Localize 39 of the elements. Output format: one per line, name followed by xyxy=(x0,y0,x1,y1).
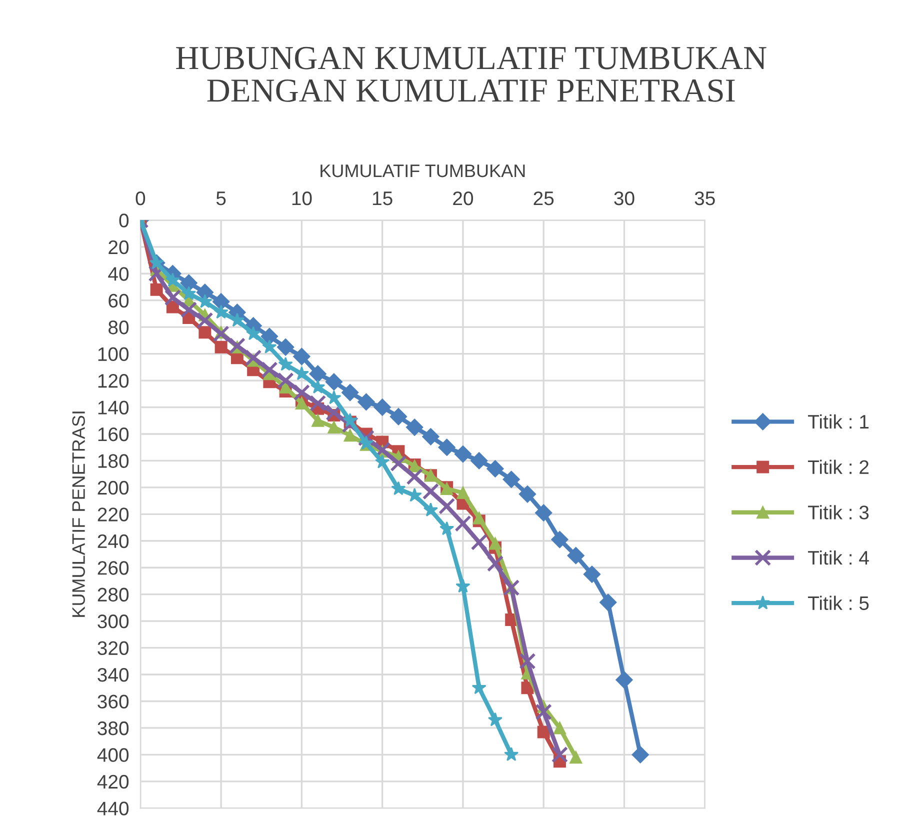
x-tick-label: 0 xyxy=(136,191,146,206)
x-tick-label: 10 xyxy=(292,191,312,206)
y-tick-label: 260 xyxy=(98,561,129,575)
legend-label: Titik : 5 xyxy=(808,596,869,610)
legend-label: Titik : 3 xyxy=(808,505,869,520)
y-tick-label: 380 xyxy=(98,721,129,736)
x-tick-label: 5 xyxy=(216,192,226,206)
y-tick-label: 80 xyxy=(108,320,129,334)
y-tick-label: 100 xyxy=(98,347,129,362)
legend-label: Titik : 4 xyxy=(808,550,869,565)
x-axis-title: KUMULATIF TUMBUKAN xyxy=(320,164,525,178)
y-tick-label: 0 xyxy=(119,214,129,228)
legend-label: Titik : 2 xyxy=(808,460,869,474)
y-tick-label: 420 xyxy=(97,774,129,789)
y-tick-label: 220 xyxy=(98,508,129,522)
chart-title: HUBUNGAN KUMULATIF TUMBUKAN DENGAN KUMULATIF PENETRASI xyxy=(176,46,766,102)
x-tick-label: 30 xyxy=(614,191,634,206)
legend-label: Titik : 1 xyxy=(808,414,869,429)
y-tick-label: 40 xyxy=(108,267,129,281)
x-tick-label: 35 xyxy=(694,191,715,206)
y-tick-label: 180 xyxy=(98,454,129,468)
y-tick-label: 160 xyxy=(98,427,129,442)
y-tick-label: 60 xyxy=(108,294,129,308)
y-tick-label: 440 xyxy=(97,802,129,816)
y-tick-label: 400 xyxy=(97,748,129,762)
y-tick-label: 240 xyxy=(98,534,129,548)
y-tick-label: 20 xyxy=(108,240,129,254)
x-tick-label: 15 xyxy=(373,192,392,206)
x-tick-label: 20 xyxy=(453,191,474,206)
y-tick-label: 280 xyxy=(98,588,129,602)
y-tick-label: 300 xyxy=(98,614,129,628)
y-tick-label: 360 xyxy=(98,694,129,708)
y-tick-label: 320 xyxy=(98,641,129,656)
y-tick-label: 200 xyxy=(98,480,129,495)
y-tick-label: 140 xyxy=(98,400,129,414)
x-tick-label: 25 xyxy=(534,191,554,206)
y-tick-label: 340 xyxy=(98,668,129,682)
y-axis-title: KUMULATIF PENETRASI xyxy=(72,412,85,617)
y-tick-label: 120 xyxy=(98,374,129,388)
